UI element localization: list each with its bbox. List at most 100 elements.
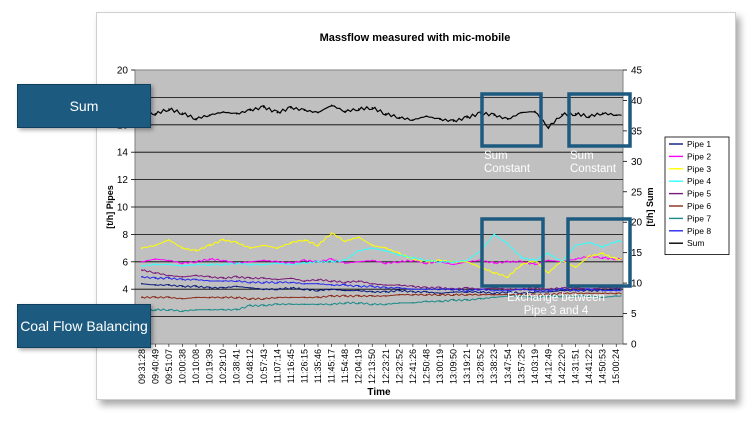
data-point xyxy=(507,289,509,292)
data-point xyxy=(385,303,387,306)
data-point xyxy=(330,280,333,282)
x-tick-label: 14:31:51 xyxy=(571,349,581,384)
data-point xyxy=(317,296,319,299)
data-point xyxy=(181,265,184,267)
data-point xyxy=(398,289,401,292)
y2-tick-label: 5 xyxy=(631,309,637,320)
data-point xyxy=(208,258,211,260)
data-point xyxy=(398,116,401,119)
data-point xyxy=(317,303,319,306)
data-point xyxy=(263,298,265,300)
data-point xyxy=(561,261,563,263)
data-point xyxy=(330,284,333,286)
data-point xyxy=(547,291,550,293)
data-point xyxy=(357,280,360,282)
data-point xyxy=(330,295,333,297)
annotation-label: Sum Constant xyxy=(484,150,531,175)
data-point xyxy=(235,309,238,311)
x-tick-label: 13:00:19 xyxy=(435,349,445,384)
data-point xyxy=(276,261,279,263)
annotation-line: Constant xyxy=(570,163,617,175)
data-point xyxy=(425,288,428,291)
data-point xyxy=(534,296,536,299)
data-point xyxy=(493,293,496,296)
data-point xyxy=(181,262,184,264)
data-point xyxy=(601,256,604,259)
data-point xyxy=(439,261,441,263)
data-point xyxy=(425,291,428,293)
data-point xyxy=(141,261,143,263)
data-point xyxy=(141,265,143,267)
data-point xyxy=(398,261,401,263)
annotation-line: Sum xyxy=(570,150,594,162)
legend-label: Pipe 5 xyxy=(687,189,711,199)
x-tick-label: 15:00:24 xyxy=(611,349,621,384)
x-tick-label: 10:57:43 xyxy=(259,349,269,384)
x-tick-label: 11:16:45 xyxy=(286,349,296,383)
data-point xyxy=(547,272,550,274)
data-point xyxy=(412,291,414,293)
data-point xyxy=(574,292,577,295)
series-pipe-8 xyxy=(141,275,622,292)
data-point xyxy=(249,109,251,111)
data-point xyxy=(425,287,428,289)
data-point xyxy=(222,111,224,113)
data-point xyxy=(425,300,428,303)
legend-label: Pipe 6 xyxy=(687,201,711,211)
data-point xyxy=(385,295,387,297)
x-tick-label: 14:22:20 xyxy=(557,349,567,384)
data-point xyxy=(357,261,360,263)
massflow-chart: Massflow measured with mic-mobile0246810… xyxy=(105,32,730,398)
data-point xyxy=(276,303,279,306)
data-point xyxy=(222,277,224,280)
y2-tick-label: 45 xyxy=(631,66,643,77)
data-point xyxy=(303,296,306,299)
data-point xyxy=(588,289,590,292)
data-point xyxy=(398,284,401,286)
data-point xyxy=(249,304,251,307)
data-point xyxy=(398,254,401,256)
x-tick-label: 13:57:25 xyxy=(516,349,526,384)
data-point xyxy=(439,300,441,303)
data-point xyxy=(222,259,224,262)
y2-tick-label: 0 xyxy=(631,340,637,351)
legend-label: Pipe 8 xyxy=(687,226,711,236)
x-tick-label: 11:35:46 xyxy=(313,349,323,383)
data-point xyxy=(412,293,414,296)
data-point xyxy=(249,247,251,249)
data-point xyxy=(249,281,251,284)
x-tick-label: 10:38:41 xyxy=(232,349,242,384)
data-point xyxy=(208,296,211,299)
data-point xyxy=(195,250,197,252)
data-point xyxy=(601,112,604,114)
data-point xyxy=(574,295,577,297)
data-point xyxy=(507,291,509,293)
data-point xyxy=(208,114,211,116)
data-point xyxy=(168,309,170,311)
data-point xyxy=(601,292,604,295)
data-point xyxy=(439,287,441,289)
x-tick-label: 13:47:54 xyxy=(503,349,513,384)
data-point xyxy=(479,288,482,291)
data-point xyxy=(588,241,590,244)
data-point xyxy=(222,287,224,289)
data-point xyxy=(154,284,157,286)
data-point xyxy=(344,110,346,113)
series-line xyxy=(141,283,622,295)
x-tick-label: 13:19:21 xyxy=(462,349,472,384)
data-point xyxy=(290,263,292,266)
data-point xyxy=(452,293,455,296)
data-point xyxy=(601,296,604,299)
data-point xyxy=(588,295,590,297)
annotation-line: Constant xyxy=(484,163,531,175)
data-point xyxy=(574,289,577,292)
data-point xyxy=(290,241,292,244)
data-point xyxy=(439,259,441,262)
annotation-line: Sum xyxy=(484,150,508,162)
data-point xyxy=(208,287,211,289)
y-tick-label: 8 xyxy=(122,230,128,241)
data-point xyxy=(371,295,374,297)
data-point xyxy=(385,291,387,293)
data-point xyxy=(601,245,604,248)
data-point xyxy=(547,126,550,128)
